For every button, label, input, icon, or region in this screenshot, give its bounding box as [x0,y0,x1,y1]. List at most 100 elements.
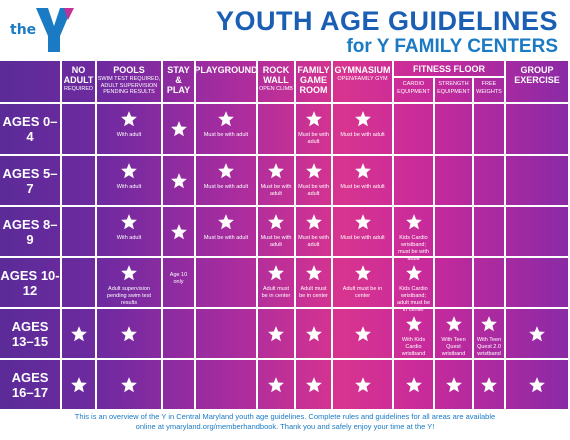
table-cell [163,156,196,207]
logo [8,6,78,54]
table-cell [506,258,570,309]
table-cell [163,309,196,360]
cell-note: Kids Cardio wristband; adult must be in … [396,286,431,313]
table-cell: Must be with adult [333,156,394,207]
footer-line-2: online at ymaryland.org/memberhandbook. … [135,422,435,431]
star-icon [305,264,323,282]
table-cell: Must be with adult [258,156,296,207]
fitness-floor-header: FITNESS FLOOR [394,61,506,78]
star-icon [267,162,285,180]
table-cell [474,104,506,156]
column-header-sub: SWIM TEST REQUIRED, ADULT SUPERVISION PE… [97,76,161,95]
table-cell [163,360,196,411]
table-cell: Must be with adult [296,104,333,156]
row-label-text: AGES 0–4 [2,114,58,144]
cell-note: Age 10 only [169,272,188,285]
row-label: AGES 10-12 [0,258,62,309]
row-label-text: AGES 5–7 [2,165,58,196]
column-header-label: STRENGTH [438,81,469,87]
table-cell: Must be with adult [296,207,333,258]
table-cell: Must be with adult [333,207,394,258]
cell-note: With Kids Cardio wristband [401,337,426,357]
row-label-text: AGES 16–17 [11,369,49,400]
table-cell [258,309,296,360]
table-cell [333,309,394,360]
column-header: CARDIO EQUIPMENT [394,78,435,104]
cell-note: Must be with adult [260,184,292,197]
cell-note: Must be with adult [340,235,385,241]
star-icon [70,325,88,343]
star-icon [405,376,423,394]
table-cell [394,156,435,207]
table-cell [163,104,196,156]
table-cell: With adult [97,104,163,156]
star-icon [528,376,546,394]
cell-note: With adult [116,132,142,138]
column-header: GYMNASIUM OPEN/FAMILY GYM [333,61,394,104]
table-cell: Adult must be in center [296,258,333,309]
table-cell: Adult supervision pending swim test resu… [97,258,163,309]
column-header-label: STAY & PLAY [166,65,191,95]
table-cell: Adult must be in center [333,258,394,309]
column-header-sub: OPEN CLIMB [259,86,293,92]
table-cell: Must be with adult [196,104,258,156]
star-icon [405,264,423,282]
table-cell [62,104,97,156]
table-cell [474,360,506,411]
column-header: STAY & PLAY [163,61,196,104]
star-icon [354,162,372,180]
table-cell [163,207,196,258]
star-icon [170,172,188,190]
table-cell: Must be with adult [196,207,258,258]
cell-note: Kids Cardio wristband; must be with adul… [398,235,429,262]
table-cell: Kids Cardio wristband; adult must be in … [394,258,435,313]
title-main: YOUTH AGE GUIDELINES [215,6,558,36]
star-icon [120,213,138,231]
table-cell [435,258,474,309]
cell-note: With Teen Quest 2.0 wristband [476,337,502,357]
column-header-label: PLAYGROUND [194,65,258,75]
guidelines-grid: FITNESS FLOOR NO ADULT REQUIRED POOLS SWIM T… [0,61,570,411]
column-header: PLAYGROUND [194,61,258,104]
page-title: YOUTH AGE GUIDELINES for Y FAMILY CENTER… [216,6,558,58]
table-cell [296,309,333,360]
cell-note: Adult must be in center [342,286,383,299]
star-icon [354,110,372,128]
star-icon [354,264,372,282]
table-cell: Must be with adult [333,104,394,156]
star-icon [305,110,323,128]
column-header-label: ROCK WALL [262,65,290,85]
column-header: NO ADULT REQUIRED [62,61,97,104]
row-label: AGES 16–17 [0,360,62,411]
cell-note: Must be with adult [260,235,292,248]
column-header-sub: EQUIPMENT [437,88,470,95]
row-label: AGES 5–7 [0,156,62,207]
table-cell: Must be with adult [258,207,296,258]
table-cell: With adult [97,156,163,207]
table-cell [506,104,570,156]
column-header-sub: REQUIRED [63,86,94,92]
table-cell: Adult must be in center [258,258,296,309]
table-cell: Kids Cardio wristband; must be with adul… [394,207,435,262]
table-cell [258,104,296,156]
row-label: AGES 8–9 [0,207,62,258]
cell-note: Adult supervision pending swim test resu… [106,286,152,306]
column-header-label: GROUP EXERCISE [514,65,560,85]
table-cell [258,360,296,411]
cell-note: Must be with adult [298,235,329,248]
table-cell [474,258,506,309]
table-cell: With Kids Cardio wristband [394,309,435,360]
star-icon [70,376,88,394]
table-cell [506,207,570,258]
footer-line-1: This is an overview of the Y in Central … [74,412,496,421]
cell-note: With adult [116,235,142,241]
star-icon [405,213,423,231]
table-cell [394,360,435,411]
star-icon [480,315,498,333]
star-icon [217,110,235,128]
star-icon [120,162,138,180]
star-icon [170,120,188,138]
row-label: AGES 13–15 [0,309,62,360]
star-icon [305,325,323,343]
table-cell [196,258,258,309]
